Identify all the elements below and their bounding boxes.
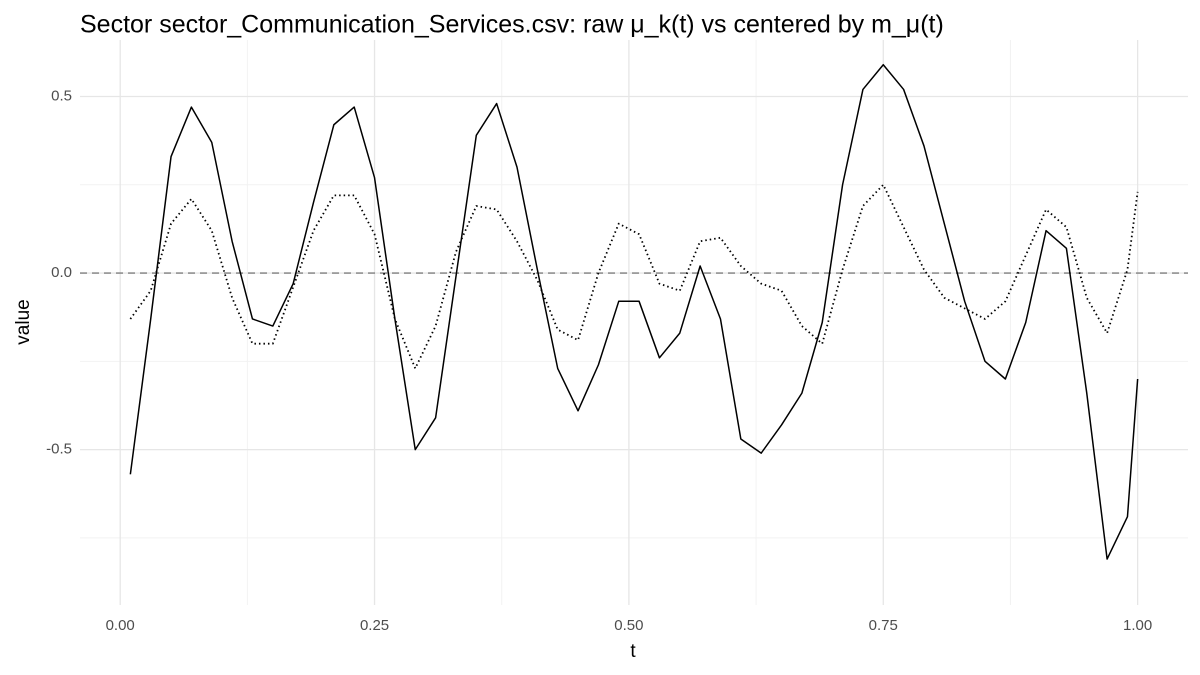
x-tick-label: 0.75 bbox=[869, 617, 898, 634]
x-axis-label: t bbox=[630, 641, 636, 662]
chart-title: Sector sector_Communication_Services.csv… bbox=[80, 11, 944, 39]
x-tick-label: 0.50 bbox=[614, 617, 643, 634]
x-tick-label: 0.00 bbox=[106, 617, 135, 634]
line-series bbox=[129, 63, 1139, 560]
y-tick-label: 0.0 bbox=[51, 264, 72, 281]
y-tick-label: -0.5 bbox=[46, 441, 72, 458]
x-tick-label: 0.25 bbox=[360, 617, 389, 634]
y-tick-label: 0.5 bbox=[51, 87, 72, 104]
y-axis-label: value bbox=[13, 299, 34, 344]
line-series bbox=[129, 183, 1139, 370]
x-tick-label: 1.00 bbox=[1123, 617, 1152, 634]
